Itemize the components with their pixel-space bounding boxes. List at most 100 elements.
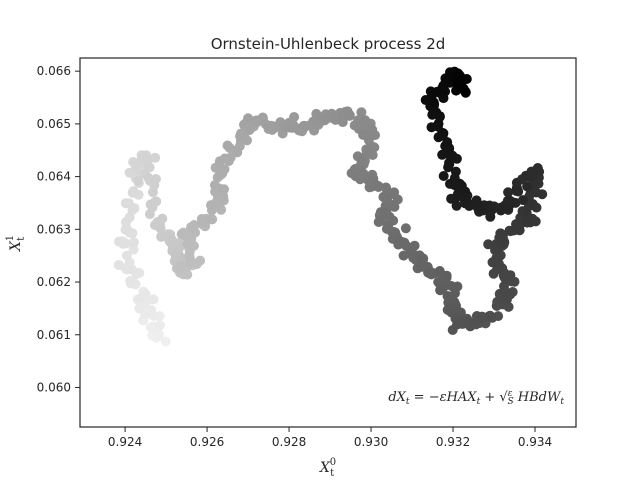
scatter-point [344, 110, 355, 121]
scatter-point [523, 171, 534, 182]
y-axis-ticks: 0.060 0.061 0.062 0.063 0.064 0.065 0.066 [37, 64, 80, 394]
scatter-point [476, 312, 487, 323]
scatter-point [143, 172, 154, 183]
scatter-point [511, 185, 522, 196]
scatter-point [134, 303, 145, 314]
scatter-point [209, 180, 220, 191]
x-tick-label: 0.932 [436, 435, 470, 449]
scatter-point [144, 209, 155, 220]
scatter-point [128, 187, 138, 197]
scatter-point [438, 171, 449, 181]
scatter-point [458, 316, 469, 326]
scatter-point [503, 187, 514, 198]
scatter-point [128, 237, 139, 248]
scatter-point [153, 329, 164, 339]
scatter-point [140, 289, 151, 300]
scatter-point [243, 113, 254, 124]
y-tick-label: 0.065 [37, 117, 71, 131]
scatter-point [150, 152, 161, 163]
scatter-points [113, 66, 548, 347]
scatter-point [206, 200, 216, 211]
scatter-point [460, 87, 471, 98]
scatter-point [155, 223, 166, 234]
scatter-point [451, 200, 462, 211]
scatter-point [219, 184, 229, 195]
y-axis-label-base: X [8, 240, 24, 252]
scatter-point [195, 255, 206, 266]
scatter-point [522, 181, 533, 192]
scatter-point [235, 128, 246, 139]
scatter-point [148, 294, 159, 305]
scatter-point [182, 269, 193, 280]
y-tick-label: 0.066 [37, 64, 71, 78]
scatter-point [471, 195, 482, 206]
scatter-point [514, 225, 525, 236]
scatter-point [491, 264, 502, 275]
scatter-point [426, 269, 437, 280]
scatter-point [184, 251, 195, 262]
y-axis-label: X1t [5, 235, 27, 252]
y-tick-label: 0.061 [37, 328, 71, 342]
x-tick-label: 0.926 [190, 435, 224, 449]
scatter-point [495, 228, 506, 239]
scatter-point [398, 250, 409, 261]
scatter-point [133, 175, 144, 186]
scatter-point [145, 322, 156, 333]
scatter-point [451, 85, 462, 96]
x-axis-label-sup: 0 [330, 457, 336, 468]
x-axis-label: X0 t [319, 457, 336, 479]
x-axis-ticks: 0.924 0.926 0.928 0.930 0.932 0.934 [108, 427, 552, 449]
scatter-point [450, 166, 461, 177]
scatter-point [330, 114, 341, 125]
scatter-point [130, 160, 141, 171]
scatter-point [189, 220, 200, 230]
plot-frame [79, 57, 577, 428]
scatter-point [418, 253, 429, 264]
scatter-point [518, 195, 528, 206]
scatter-point [372, 181, 383, 192]
y-tick-label: 0.064 [37, 170, 71, 184]
scatter-point [222, 140, 233, 151]
y-tick-label: 0.060 [37, 380, 71, 394]
scatter-point [128, 244, 139, 255]
y-tick-label: 0.063 [37, 222, 71, 236]
chart-title: Ornstein-Uhlenbeck process 2d [211, 35, 446, 53]
scatter-point [503, 301, 514, 312]
scatter-point [205, 214, 216, 225]
scatter-point [182, 239, 193, 249]
equation-lhs: dX [388, 390, 406, 405]
scatter-point [373, 217, 384, 227]
scatter-point [123, 198, 134, 209]
scatter-point [483, 239, 494, 250]
scatter-point [308, 116, 319, 127]
scatter-point [485, 211, 496, 222]
y-axis-label-sub: t [16, 237, 27, 241]
x-axis-label-sub: t [330, 468, 334, 479]
scatter-point [400, 223, 411, 234]
x-tick-label: 0.928 [272, 435, 306, 449]
equation-annotation: dXt = −εHAXt + √ε S HBdWt [388, 389, 564, 407]
scatter-point [527, 199, 538, 209]
scatter-point [113, 260, 124, 270]
scatter-point [522, 217, 533, 228]
scatter-point [441, 270, 452, 281]
scatter-point [460, 186, 471, 197]
scatter-point [511, 177, 522, 188]
scatter-point [160, 336, 171, 347]
scatter-point [499, 237, 510, 248]
scatter-point [444, 159, 455, 170]
scatter-point [435, 285, 446, 296]
scatter-point [113, 236, 124, 247]
y-axis-label-sup: 1 [5, 235, 16, 241]
scatter-point [196, 214, 207, 224]
scatter-point [389, 201, 400, 212]
scatter-point [147, 187, 158, 198]
scatter-point [125, 276, 136, 286]
scatter-point [121, 250, 132, 261]
scatter-point [219, 153, 230, 164]
scatter-point [176, 229, 187, 240]
scatter-point [155, 320, 165, 331]
scatter-point [500, 286, 511, 297]
x-axis-label-base: X [319, 460, 331, 476]
